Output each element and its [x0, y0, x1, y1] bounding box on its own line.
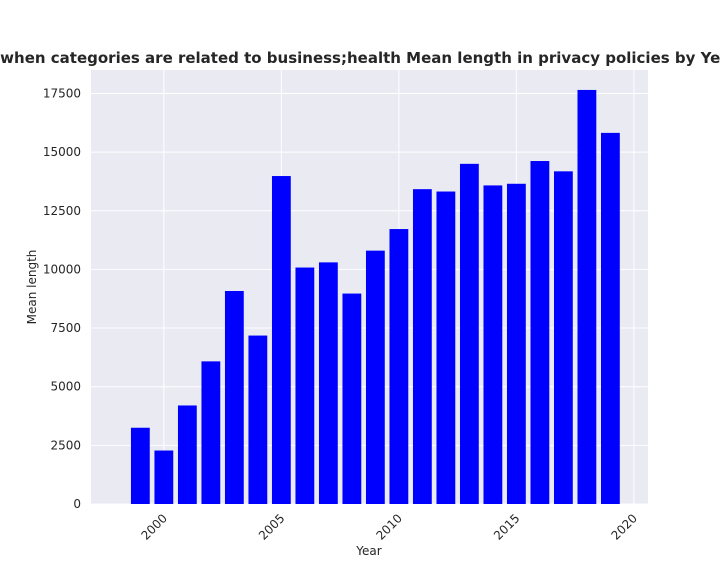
bar-2008 — [342, 293, 362, 504]
x-tick-label: 2020 — [609, 511, 640, 542]
bars — [130, 89, 620, 505]
bar-2001 — [177, 405, 197, 504]
y-tick-label: 15000 — [43, 145, 81, 159]
bar-2013 — [459, 163, 479, 505]
y-tick-label: 7500 — [50, 321, 81, 335]
y-tick-label: 12500 — [43, 204, 81, 218]
bar-2011 — [412, 189, 432, 504]
bar-2018 — [577, 89, 597, 504]
y-axis-label: Mean length — [25, 250, 39, 325]
bar-2004 — [248, 335, 268, 504]
bar-2009 — [365, 250, 385, 504]
y-tick-label: 5000 — [50, 380, 81, 394]
bar-2019 — [600, 132, 620, 505]
y-tick-label: 0 — [73, 497, 81, 511]
bar-2007 — [318, 262, 338, 504]
bar-2002 — [201, 361, 221, 504]
bar-1999 — [130, 427, 150, 504]
bar-2005 — [271, 176, 291, 505]
y-tick-label: 10000 — [43, 262, 81, 276]
x-tick-label: 2000 — [138, 511, 169, 542]
x-tick-label: 2015 — [491, 511, 522, 542]
bar-2010 — [389, 229, 409, 505]
bar-2015 — [506, 183, 526, 504]
bar-2014 — [483, 185, 503, 505]
x-tick-label: 2005 — [256, 511, 287, 542]
bar-2012 — [436, 191, 456, 504]
x-tick-label: 2010 — [373, 511, 404, 542]
y-tick-label: 2500 — [50, 438, 81, 452]
bar-2003 — [224, 290, 244, 504]
bar-2017 — [553, 171, 573, 505]
bar-2006 — [295, 267, 315, 504]
x-axis-ticks: 2000 2005 2010 2015 2020 — [138, 511, 640, 542]
bar-2000 — [154, 450, 174, 504]
y-tick-label: 17500 — [43, 86, 81, 100]
x-axis-label: Year — [355, 544, 381, 558]
y-axis-ticks: 0 2500 5000 7500 10000 12500 15000 17500 — [43, 86, 81, 511]
bar-2016 — [530, 161, 550, 504]
chart-title: when categories are related to business;… — [0, 49, 720, 67]
